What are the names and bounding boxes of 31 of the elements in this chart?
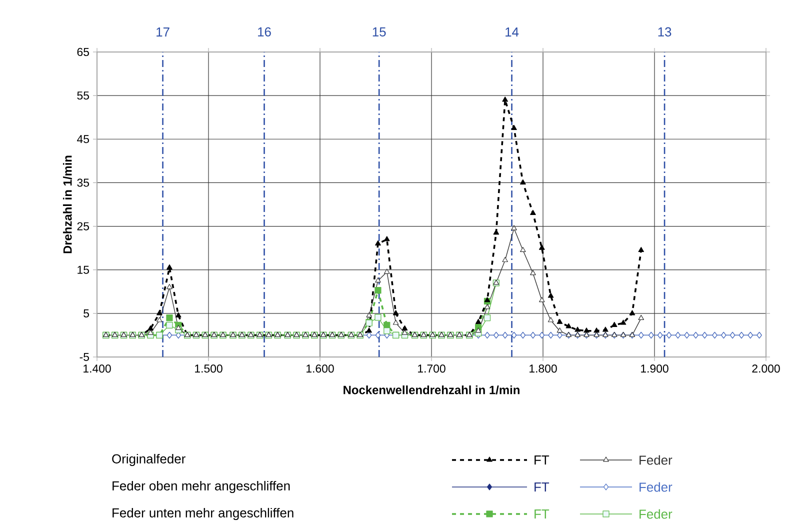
y-tick-label: 55 [77,92,90,100]
text: Feder oben mehr angeschliffen [112,480,290,494]
legend-label: Feder [640,509,672,519]
text: Originalfeder [112,454,186,466]
x-tick-label: 1.500 [195,364,222,373]
y-tick-label: 15 [78,266,90,274]
text: FT [534,456,550,464]
y-tick-label: -5 [80,352,90,361]
annotation: 16 [258,27,271,36]
y-axis-title: Drehzahl in 1/min [63,156,72,254]
y-tick-label: 5 [84,309,90,318]
y-tick-label: 45 [77,135,90,144]
text: FT [534,510,550,518]
x-tick-label: 1.900 [641,364,668,373]
legend-label: Feder [640,455,672,465]
y-tick-label: 65 [77,48,90,56]
x-tick-label: 1.400 [84,364,111,373]
annotation: 14 [506,28,519,36]
text: FT [534,482,550,492]
y-tick-label: 35 [77,178,90,187]
legend-label: Feder [640,482,672,492]
text: Feder unten mehr angeschliffen [112,508,294,520]
x-tick-label: 1.700 [418,364,446,373]
annotation: 13 [658,27,672,36]
x-tick-label: 1.800 [530,364,557,373]
x-tick-label: 1.600 [306,364,334,373]
annotation: 15 [372,27,386,36]
annotation: 17 [156,28,170,36]
x-axis-title: Nockenwellendrehzahl in 1/min [344,385,520,394]
x-tick-label: 2.000 [752,364,780,373]
y-tick-label: 25 [77,222,90,230]
